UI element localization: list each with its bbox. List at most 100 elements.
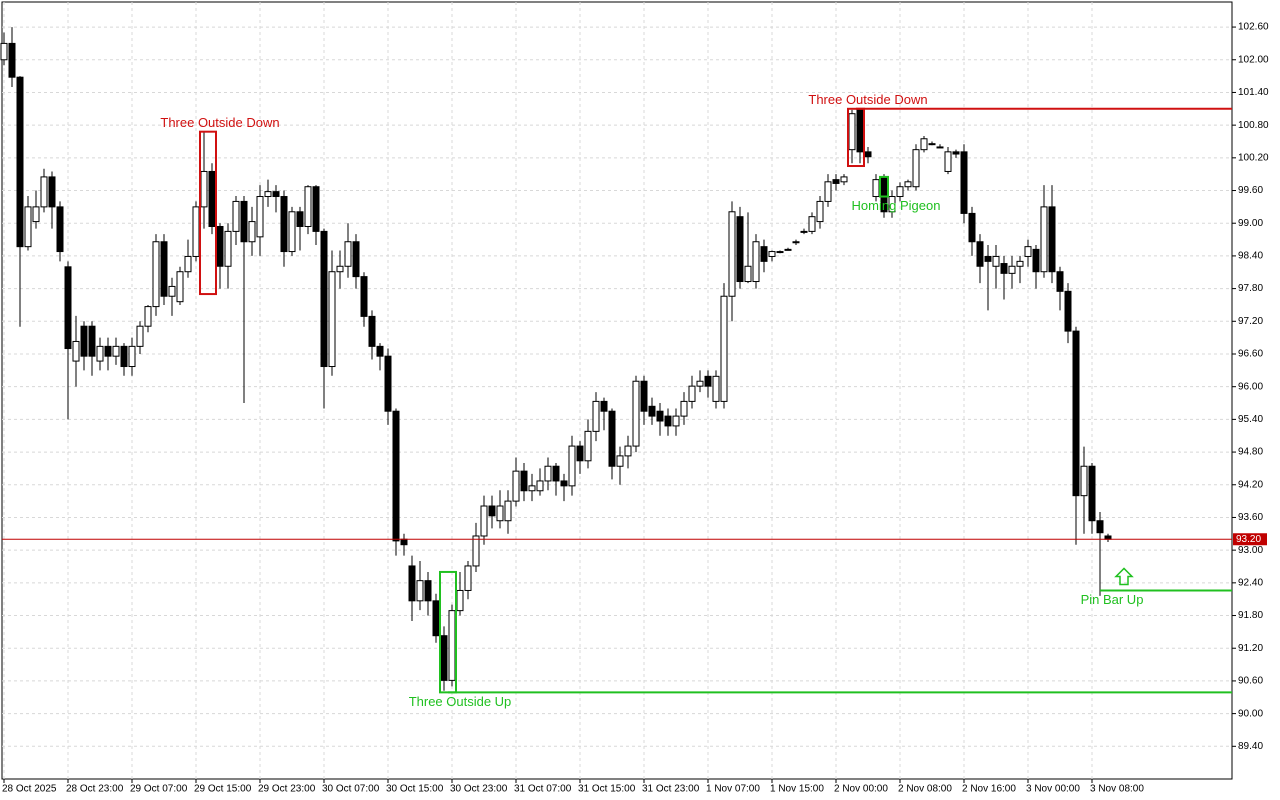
candle-body (72, 340, 80, 362)
candle-body (704, 375, 712, 387)
current-price-box (1233, 533, 1267, 546)
candle-body (816, 200, 824, 223)
y-tick-label: 97.20 (1238, 316, 1263, 327)
candle-body (472, 535, 480, 567)
candle-body (592, 400, 600, 432)
candle-body (384, 355, 392, 412)
candle-body (432, 600, 440, 637)
candle-body (0, 42, 8, 61)
candle-body (56, 206, 64, 253)
x-tick-label: 30 Oct 23:00 (450, 784, 508, 795)
y-tick-label: 101.40 (1238, 87, 1269, 98)
candle-body (280, 196, 288, 253)
candle-body (888, 196, 896, 213)
candle-body (936, 146, 944, 149)
candle-body (192, 206, 200, 257)
candle-body (208, 170, 216, 227)
candle-body (640, 380, 648, 412)
candle-body (808, 216, 816, 232)
candle-body (200, 170, 208, 208)
candle-body (240, 200, 248, 243)
candle-body (1088, 465, 1096, 522)
candle-body (32, 206, 40, 223)
candle-body (912, 149, 920, 188)
candle-body (960, 151, 968, 214)
candle-body (760, 246, 768, 262)
candle-body (48, 176, 56, 208)
candle-body (112, 345, 120, 357)
candle-body (272, 191, 280, 198)
candle-body (96, 345, 104, 362)
candle-body (176, 271, 184, 303)
candle-body (800, 230, 808, 233)
candle-body (440, 635, 448, 681)
candle-body (80, 325, 88, 357)
x-tick-label: 30 Oct 15:00 (386, 784, 444, 795)
candle-body (64, 266, 72, 350)
candle-body (984, 255, 992, 262)
x-tick-label: 1 Nov 07:00 (706, 784, 760, 795)
candle-body (784, 248, 792, 251)
candle-body (16, 76, 24, 248)
candle-body (408, 565, 416, 602)
candle-body (528, 485, 536, 492)
x-tick-label: 28 Oct 2025 (2, 784, 57, 795)
candle-body (1024, 246, 1032, 257)
candle-body (952, 151, 960, 155)
candle-body (248, 221, 256, 243)
candle-body (840, 176, 848, 183)
candle-body (232, 200, 240, 232)
pattern-label: Three Outside Up (409, 694, 512, 709)
candle-body (424, 580, 432, 602)
candle-body (872, 179, 880, 198)
candle-body (672, 415, 680, 427)
candle-body (864, 151, 872, 158)
candle-body (664, 415, 672, 427)
candle-body (1048, 206, 1056, 273)
candle-body (576, 445, 584, 462)
x-tick-label: 31 Oct 23:00 (642, 784, 700, 795)
candle-body (328, 271, 336, 368)
candle-body (632, 380, 640, 447)
x-tick-label: 30 Oct 07:00 (322, 784, 380, 795)
candle-body (928, 143, 936, 146)
candle-body (456, 589, 464, 612)
candle-body (768, 251, 776, 257)
candle-body (696, 380, 704, 387)
candle-body (992, 255, 1000, 267)
candle-body (496, 505, 504, 522)
candle-body (368, 315, 376, 347)
y-tick-label: 102.60 (1238, 22, 1269, 33)
x-tick-label: 29 Oct 15:00 (194, 784, 252, 795)
candle-body (552, 465, 560, 482)
x-tick-label: 3 Nov 08:00 (1090, 784, 1144, 795)
y-tick-label: 90.60 (1238, 676, 1263, 687)
candle-body (1080, 465, 1088, 497)
candle-body (168, 285, 176, 297)
pin-bar-arrow (1114, 567, 1134, 586)
y-tick-label: 90.00 (1238, 708, 1263, 719)
candle-body (184, 255, 192, 273)
candle-body (352, 241, 360, 278)
y-tick-label: 93.60 (1238, 512, 1263, 523)
y-tick-label: 99.60 (1238, 185, 1263, 196)
current-price-label: 93.20 (1236, 534, 1261, 545)
candle-body (920, 138, 928, 151)
candle-body (568, 445, 576, 487)
x-tick-label: 29 Oct 23:00 (258, 784, 316, 795)
candle-body (464, 565, 472, 591)
candle-body (728, 211, 736, 297)
candle-body (264, 191, 272, 198)
candle-body (1064, 290, 1072, 332)
pattern-label: Three Outside Down (808, 92, 927, 107)
candle-body (944, 151, 952, 172)
candle-body (416, 580, 424, 602)
y-tick-label: 99.00 (1238, 218, 1263, 229)
x-tick-label: 29 Oct 07:00 (130, 784, 188, 795)
candle-body (608, 410, 616, 467)
candle-body (512, 470, 520, 502)
candle-body (128, 345, 136, 368)
candle-body (448, 610, 456, 681)
y-tick-label: 98.40 (1238, 251, 1263, 262)
pattern-box (879, 175, 889, 198)
